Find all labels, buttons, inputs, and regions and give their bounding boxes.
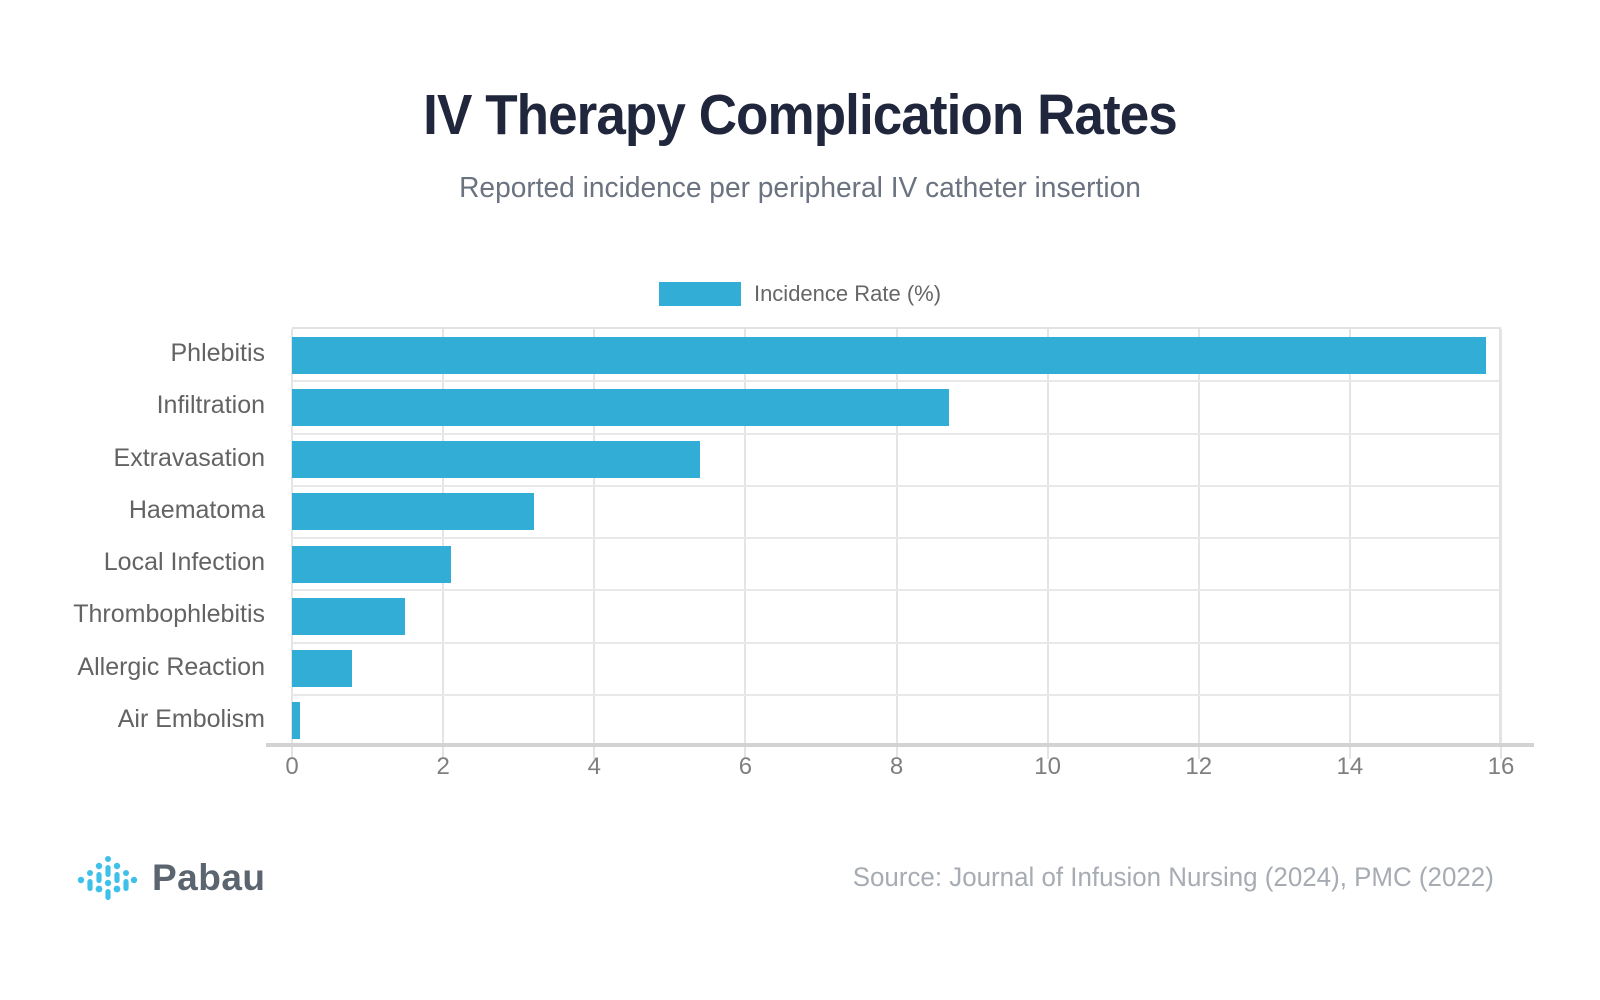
category-label: Infiltration (156, 391, 265, 420)
x-tick-label: 6 (738, 753, 753, 780)
row-gridline (292, 641, 1499, 644)
bar (292, 702, 300, 740)
gridline (1348, 329, 1351, 759)
bar (292, 650, 353, 688)
x-tick-label: 0 (285, 753, 299, 780)
x-tick-label: 8 (889, 753, 904, 780)
bar (292, 441, 701, 479)
bar (292, 493, 534, 531)
category-label: Extravasation (113, 443, 265, 472)
row-gridline (292, 380, 1499, 383)
bar (292, 388, 950, 426)
row-gridline (292, 537, 1499, 539)
row-gridline (292, 693, 1499, 696)
category-label: Haematoma (128, 495, 265, 524)
gridline (593, 329, 596, 759)
source-attribution: Source: Journal of Infusion Nursing (202… (852, 862, 1494, 892)
gridline (291, 329, 293, 759)
legend-label: Incidence Rate (%) (753, 281, 942, 306)
legend-swatch (658, 282, 741, 306)
category-axis: Phlebitis Infiltration Extravasation Haemat… (0, 327, 265, 745)
x-tick-label: 16 (1487, 753, 1515, 780)
plot-area (291, 327, 1502, 759)
x-tick-label: 12 (1185, 753, 1213, 780)
category-label: Local Infection (103, 548, 265, 576)
gridline (442, 329, 445, 759)
bar (292, 336, 1486, 374)
bar (292, 545, 451, 583)
gridline (1197, 329, 1200, 759)
category-label: Air Embolism (117, 704, 265, 733)
chart-legend: Incidence Rate (%) (0, 279, 1600, 309)
gridline (1500, 329, 1502, 759)
x-tick-label: 10 (1034, 753, 1061, 780)
gridline (895, 329, 898, 759)
x-axis-ticks: 0 2 4 6 8 10 12 14 16 (285, 753, 1514, 783)
row-gridline (292, 484, 1499, 487)
brand-wordmark: Pabau (152, 857, 266, 898)
page-subtitle: Reported incidence per peripheral IV cat… (459, 172, 1141, 204)
gridline (744, 329, 747, 759)
gridline (1046, 329, 1049, 759)
bar (292, 597, 406, 635)
category-label: Thrombophlebitis (73, 600, 265, 629)
row-gridline (292, 589, 1499, 592)
page-title: IV Therapy Complication Rates (423, 83, 1178, 147)
x-tick-label: 2 (436, 753, 450, 780)
x-tick-label: 14 (1336, 753, 1364, 780)
x-tick-label: 4 (587, 753, 601, 780)
x-axis-line (266, 743, 1534, 747)
pabau-dots-icon (77, 856, 138, 900)
row-gridline (292, 432, 1499, 435)
category-label: Allergic Reaction (77, 652, 265, 681)
category-label: Phlebitis (170, 339, 266, 367)
brand-logo: Pabau (76, 854, 266, 902)
